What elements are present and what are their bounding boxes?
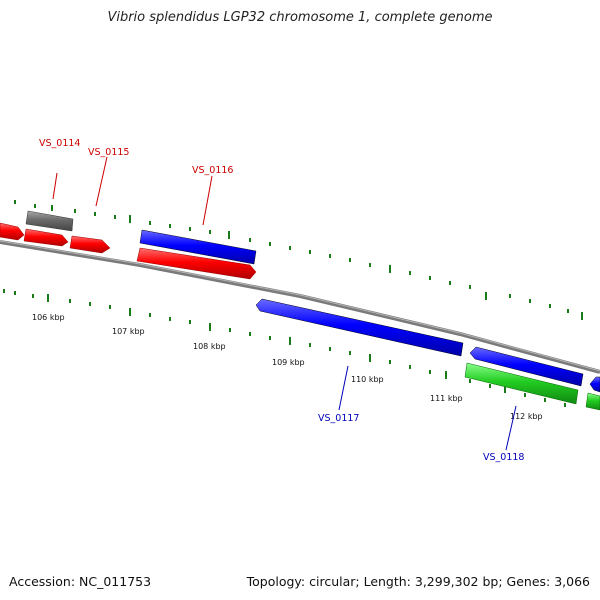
scale-label-111: 111 kbp: [430, 394, 463, 403]
upper-tick-row: [14, 200, 583, 320]
scale-label-110: 110 kbp: [351, 375, 384, 384]
gene-arrow-blue[interactable]: [589, 376, 600, 393]
scale-label-108: 108 kbp: [193, 342, 226, 351]
gene-arrow-red[interactable]: [69, 235, 111, 254]
map-title: Vibrio splendidus LGP32 chromosome 1, co…: [107, 10, 493, 25]
gene-label-vs0114[interactable]: VS_0114: [39, 138, 80, 149]
gene-label-vs0118[interactable]: VS_0118: [483, 452, 524, 463]
gene-arrow-red[interactable]: [0, 222, 25, 241]
scale-label-109: 109 kbp: [272, 358, 305, 367]
gene-arrow-blue[interactable]: [469, 346, 584, 387]
gene-arrow-red[interactable]: [23, 228, 69, 247]
lower-tick-row: [3, 289, 566, 407]
gene-label-vs0117[interactable]: VS_0117: [318, 413, 359, 424]
label-leaders: [52, 156, 517, 451]
forward-gene-track: [0, 210, 257, 280]
scale-label-106: 106 kbp: [32, 313, 65, 322]
gene-arrow-blue[interactable]: [255, 298, 464, 357]
gene-label-vs0116[interactable]: VS_0116: [192, 165, 233, 176]
chromosome-backbone: [0, 240, 600, 374]
gene-label-vs0115[interactable]: VS_0115: [88, 147, 129, 158]
accession-text: Accession: NC_011753: [9, 574, 152, 589]
gene-box-gray[interactable]: [25, 210, 74, 232]
genome-summary-text: Topology: circular; Length: 3,299,302 bp…: [246, 574, 590, 589]
gene-box-green[interactable]: [585, 392, 600, 411]
gene-box-blue[interactable]: [139, 229, 257, 265]
scale-label-107: 107 kbp: [112, 327, 145, 336]
gene-arrow-red[interactable]: [136, 247, 257, 280]
scale-label-112: 112 kbp: [510, 412, 543, 421]
gene-box-green[interactable]: [464, 362, 579, 405]
reverse-gene-track: [255, 298, 600, 411]
